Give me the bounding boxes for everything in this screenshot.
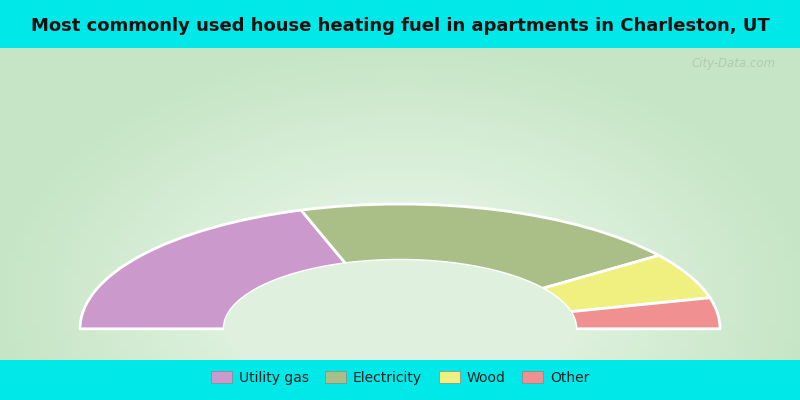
Bar <box>40 326 760 360</box>
Wedge shape <box>301 204 659 288</box>
Wedge shape <box>80 210 346 329</box>
Text: Most commonly used house heating fuel in apartments in Charleston, UT: Most commonly used house heating fuel in… <box>30 17 770 35</box>
Legend: Utility gas, Electricity, Wood, Other: Utility gas, Electricity, Wood, Other <box>206 366 594 390</box>
Text: City-Data.com: City-Data.com <box>692 57 776 70</box>
Circle shape <box>224 260 576 398</box>
Wedge shape <box>570 298 720 329</box>
Wedge shape <box>542 256 710 312</box>
